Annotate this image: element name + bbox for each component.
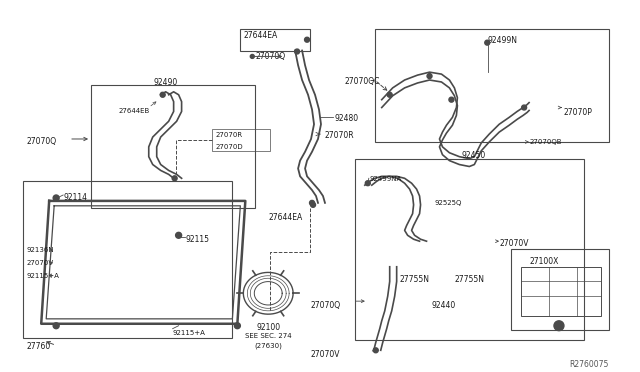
Text: 92450: 92450 <box>461 151 486 160</box>
Text: 27755N: 27755N <box>454 275 484 283</box>
Bar <box>241 29 310 51</box>
Text: R2760075: R2760075 <box>570 360 609 369</box>
Text: 92100: 92100 <box>256 323 280 332</box>
Text: 27100X: 27100X <box>529 257 559 266</box>
Text: 27755N: 27755N <box>399 275 429 283</box>
Circle shape <box>387 92 392 97</box>
Bar <box>23 181 232 339</box>
Text: 92115: 92115 <box>186 235 209 244</box>
Text: 27070R: 27070R <box>216 132 243 138</box>
Text: SEE SEC. 274: SEE SEC. 274 <box>245 333 292 339</box>
Bar <box>212 129 270 151</box>
Text: 27070V: 27070V <box>310 350 340 359</box>
Circle shape <box>310 202 316 207</box>
Circle shape <box>310 201 314 205</box>
Text: 27070QB: 27070QB <box>529 139 561 145</box>
Text: 27070Q: 27070Q <box>26 137 56 146</box>
Text: 92525Q: 92525Q <box>435 200 462 206</box>
Text: 92115+A: 92115+A <box>26 273 59 279</box>
Text: 92490: 92490 <box>154 78 178 87</box>
Text: 27760: 27760 <box>26 343 51 352</box>
Text: 27070D: 27070D <box>216 144 243 150</box>
Text: 27070Q: 27070Q <box>310 301 340 310</box>
Text: 27070V: 27070V <box>499 239 529 248</box>
Circle shape <box>427 74 432 78</box>
Text: 27070Q: 27070Q <box>255 52 285 61</box>
Text: 92114: 92114 <box>63 193 87 202</box>
Text: 27644EA: 27644EA <box>243 31 278 40</box>
Text: 27070P: 27070P <box>564 108 593 116</box>
Bar <box>91 85 255 208</box>
Text: 27644EA: 27644EA <box>268 213 303 222</box>
Circle shape <box>484 40 490 45</box>
Text: 92440: 92440 <box>431 301 456 310</box>
Text: 92480: 92480 <box>335 115 359 124</box>
Circle shape <box>172 176 177 181</box>
Circle shape <box>522 105 527 110</box>
Bar <box>375 29 609 142</box>
Text: 92499NA: 92499NA <box>370 176 402 182</box>
Text: 92115+A: 92115+A <box>173 330 205 336</box>
Text: 27644EB: 27644EB <box>119 108 150 113</box>
Bar <box>355 158 584 340</box>
Text: 92136N: 92136N <box>26 247 54 253</box>
Circle shape <box>234 323 241 329</box>
Text: (27630): (27630) <box>254 343 282 349</box>
Circle shape <box>365 181 371 186</box>
Text: 92499N: 92499N <box>487 36 517 45</box>
Text: 27070R: 27070R <box>325 131 355 140</box>
Circle shape <box>554 321 564 331</box>
Bar <box>511 249 609 330</box>
Circle shape <box>53 195 59 201</box>
Text: 27070V: 27070V <box>26 260 53 266</box>
Circle shape <box>305 37 310 42</box>
Circle shape <box>250 54 254 58</box>
Text: 27070QC: 27070QC <box>345 77 380 86</box>
Circle shape <box>160 92 165 97</box>
Circle shape <box>373 348 378 353</box>
Circle shape <box>449 97 454 102</box>
Circle shape <box>53 323 59 329</box>
Circle shape <box>175 232 182 238</box>
Circle shape <box>294 49 300 54</box>
Bar <box>521 267 601 316</box>
